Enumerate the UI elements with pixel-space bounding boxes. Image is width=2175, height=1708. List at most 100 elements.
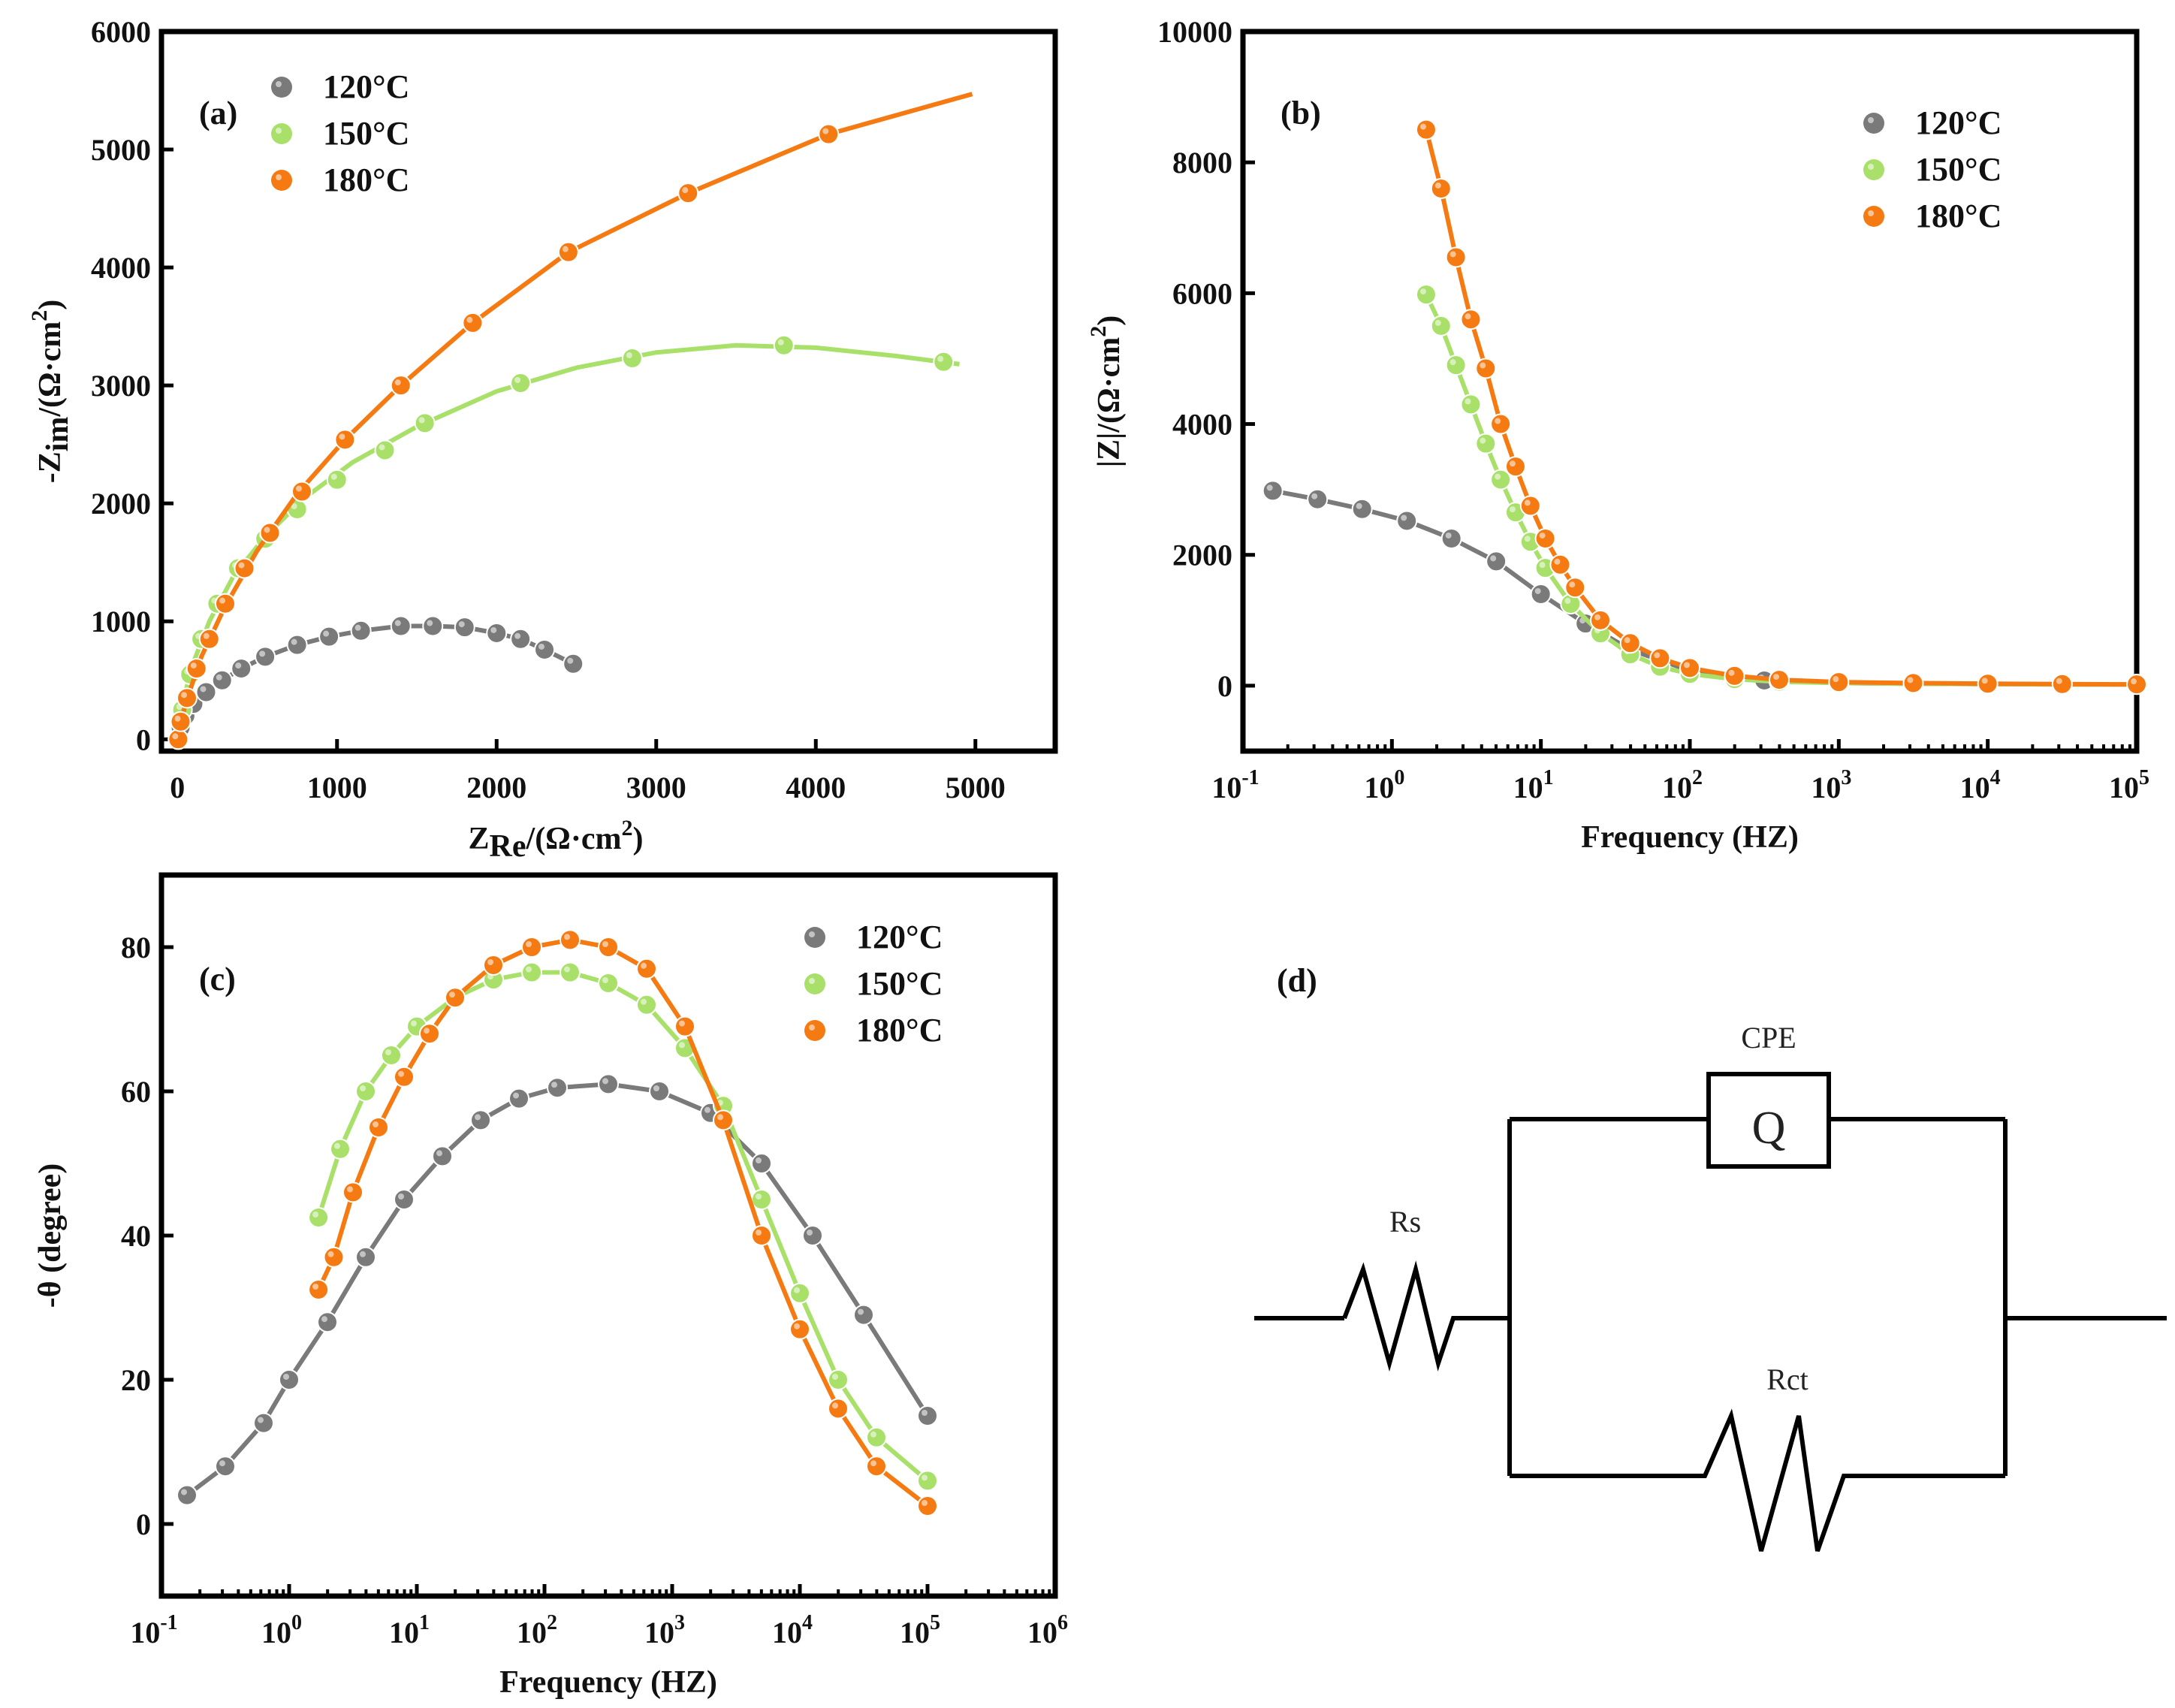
data-point-highlight — [360, 1085, 366, 1091]
data-point-highlight — [418, 417, 425, 424]
legend-marker — [271, 77, 292, 98]
data-point-highlight — [922, 1474, 928, 1481]
data-point-highlight — [2056, 677, 2062, 684]
y-tick-label: 2000 — [1172, 539, 1232, 572]
legend-marker — [271, 123, 292, 144]
legend-marker — [1863, 206, 1884, 227]
x-tick-exponent: 2 — [1692, 766, 1703, 789]
data-point-c150 — [326, 469, 348, 490]
x-tick-label: 104 — [772, 1611, 813, 1649]
data-point-c120 — [486, 622, 508, 644]
y-title-main: |Z|/(Ω·cm — [1092, 337, 1127, 467]
legend-label: 180°C — [1915, 198, 2002, 234]
data-point-highlight — [564, 966, 570, 973]
rct-label: Rct — [1766, 1362, 1808, 1396]
data-point-highlight — [1833, 676, 1839, 683]
data-point-c180 — [2051, 673, 2073, 695]
data-point-highlight — [1480, 437, 1486, 444]
x-tick-label: 103 — [1811, 766, 1851, 804]
x-tick-label: 105 — [900, 1611, 940, 1649]
data-point-c120 — [1351, 498, 1373, 520]
data-point-c120 — [454, 617, 475, 638]
data-point-c180 — [462, 312, 484, 333]
data-point-highlight — [321, 1316, 327, 1323]
x-tick-base: 10 — [1364, 771, 1394, 804]
data-point-c120 — [422, 615, 444, 637]
data-point-c150 — [1430, 315, 1452, 336]
x-title-sub: Re — [490, 829, 526, 864]
data-point-highlight — [360, 1251, 366, 1257]
data-point-highlight — [398, 1070, 404, 1077]
x-tick-exponent: 3 — [674, 1611, 685, 1634]
data-point-c180 — [342, 1181, 364, 1203]
data-point-highlight — [449, 991, 455, 998]
data-point-highlight — [1907, 677, 1914, 684]
data-point-highlight — [2131, 678, 2137, 685]
data-point-c180 — [394, 1066, 415, 1088]
data-point-c120 — [1440, 527, 1462, 549]
data-point-highlight — [1509, 460, 1516, 467]
data-point-highlight — [717, 1114, 723, 1121]
x-tick-label: 102 — [1662, 766, 1703, 804]
data-point-c180 — [334, 429, 356, 451]
data-point-c180 — [1549, 554, 1571, 575]
y-tick-label: 6000 — [91, 15, 151, 49]
data-point-highlight — [296, 485, 302, 492]
data-point-c180 — [1590, 609, 1611, 631]
data-point-highlight — [1495, 418, 1501, 424]
fit-line-c180 — [1424, 128, 2137, 687]
data-point-highlight — [1449, 359, 1456, 366]
legend-label: 120°C — [1915, 104, 2002, 141]
x-tick-label: 101 — [1513, 766, 1554, 804]
data-point-highlight — [562, 246, 569, 252]
rct-resistor-icon — [1510, 1408, 2005, 1552]
data-point-c180 — [1977, 673, 1999, 695]
data-point-c120 — [853, 1304, 874, 1326]
data-point-c150 — [1475, 433, 1497, 454]
x-axis-title: Frequency (HZ) — [1581, 820, 1799, 855]
y-title-sub: im — [41, 417, 75, 452]
data-point-highlight — [1266, 484, 1273, 491]
data-point-c120 — [355, 1246, 376, 1268]
data-point-c150 — [381, 1045, 402, 1066]
data-point-c150 — [330, 1138, 351, 1160]
data-point-highlight — [1728, 669, 1735, 676]
data-point-c120 — [286, 634, 308, 656]
data-point-c120 — [563, 653, 584, 674]
data-point-highlight — [513, 1092, 519, 1099]
data-point-highlight — [283, 1374, 289, 1380]
data-point-c150 — [636, 994, 657, 1015]
data-point-c120 — [534, 638, 555, 660]
panel-label: (a) — [199, 95, 237, 131]
y-title-unit: /(Ω·cm — [33, 321, 68, 418]
data-point-c180 — [560, 929, 581, 951]
x-tick-label: 0 — [170, 771, 185, 804]
data-point-highlight — [704, 1106, 710, 1113]
data-point-highlight — [526, 941, 532, 947]
data-point-highlight — [653, 1085, 659, 1091]
y-tick-label: 2000 — [91, 487, 151, 521]
y-axis-title: -θ (degree) — [33, 1163, 68, 1308]
x-tick-exponent: 1 — [419, 1611, 430, 1634]
data-point-highlight — [1356, 502, 1362, 509]
data-point-c120 — [231, 658, 252, 680]
data-point-c180 — [176, 687, 198, 709]
data-point-c120 — [394, 1189, 415, 1210]
data-point-highlight — [312, 1212, 319, 1218]
data-point-highlight — [436, 1150, 442, 1157]
data-point-c180 — [1445, 246, 1467, 268]
rs-label: Rs — [1389, 1205, 1421, 1239]
data-point-highlight — [538, 643, 545, 650]
data-point-highlight — [411, 1020, 417, 1027]
data-point-c180 — [677, 183, 699, 204]
data-point-c150 — [308, 1207, 330, 1228]
x-axis-title: Frequency (HZ) — [499, 1665, 717, 1700]
data-point-highlight — [291, 638, 297, 645]
data-point-highlight — [181, 692, 187, 699]
data-point-highlight — [777, 339, 784, 346]
x-tick-label: 104 — [1960, 766, 2001, 804]
data-point-c180 — [368, 1117, 389, 1138]
x-tick-base: 10 — [644, 1616, 674, 1649]
data-point-c120 — [255, 646, 276, 668]
